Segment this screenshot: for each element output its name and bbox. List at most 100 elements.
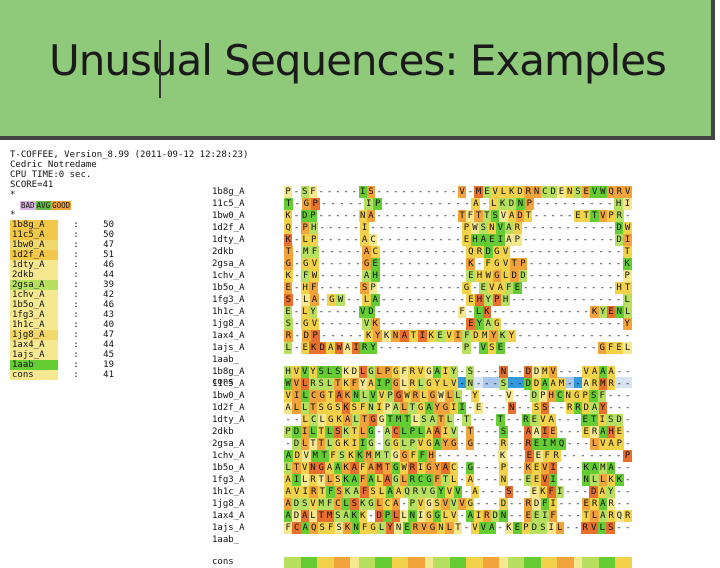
residue: - [581, 271, 587, 281]
score-separator: : [73, 240, 79, 250]
residue: - [500, 403, 507, 413]
residue: L [399, 378, 409, 390]
residue: D [292, 450, 302, 462]
residue: D [532, 498, 541, 510]
residue: - [492, 379, 498, 389]
residue: E [524, 510, 533, 522]
residue: V [419, 486, 429, 498]
residue: L [375, 498, 384, 510]
residue: - [424, 295, 431, 305]
residue: K [426, 330, 436, 342]
residue: - [484, 499, 490, 509]
residue: L [300, 234, 310, 246]
residue: R [524, 498, 533, 510]
residue: - [558, 403, 565, 413]
residue: G [597, 342, 607, 354]
residue: - [575, 463, 581, 473]
residue: S [337, 450, 347, 462]
residue: C [333, 498, 342, 510]
residue: K [343, 522, 352, 534]
residue: P [462, 342, 471, 354]
residue: D [530, 390, 539, 402]
residue: S [317, 522, 327, 534]
consensus-cell [325, 557, 334, 568]
residue: T [474, 210, 483, 222]
residue: S [466, 366, 475, 378]
residue: Y [433, 402, 442, 414]
residue: F [542, 450, 552, 462]
residue: R [408, 474, 417, 486]
residue: L [597, 522, 607, 534]
residue: - [389, 259, 396, 269]
residue: T [466, 426, 475, 438]
consensus-cell [482, 557, 492, 568]
alignment-row: 1fg3_A S - L A - G W - - L A - - - - - - - - - - E H Y P H - - - - - - - -… [212, 294, 632, 306]
residue: - [509, 463, 515, 473]
residue: Y [385, 522, 395, 534]
residue: - [355, 247, 361, 257]
score-separator: : [73, 350, 79, 360]
residue: K [309, 342, 318, 354]
residue: G [572, 390, 581, 402]
residue: - [417, 307, 424, 317]
residue: L [416, 378, 425, 390]
residue: - [459, 463, 465, 473]
residue: V [538, 414, 548, 426]
consensus-cell [333, 557, 342, 568]
residue: V [540, 462, 549, 474]
consensus-cell [300, 557, 309, 568]
residue: - [489, 487, 495, 497]
residue: - [376, 427, 382, 437]
residue: - [426, 187, 432, 197]
consensus-cell [375, 557, 384, 568]
residue: - [424, 247, 431, 257]
residue: - [467, 403, 474, 413]
residue: F [284, 522, 293, 534]
residue: L [375, 474, 384, 486]
residue: - [370, 223, 376, 233]
residue: - [509, 367, 515, 377]
residue: V [308, 498, 318, 510]
residue: G [366, 498, 376, 510]
residue: S [589, 390, 598, 402]
residue: F [504, 282, 514, 294]
residue: - [528, 247, 535, 257]
residue: - [517, 499, 523, 509]
residue: Y [470, 390, 480, 402]
residue: - [475, 499, 482, 509]
sequence-name: 1ajs_A [212, 523, 245, 533]
residue: - [421, 223, 427, 233]
residue: - [589, 247, 596, 257]
residue: L [445, 390, 454, 402]
sequence-residues [284, 534, 632, 546]
residue: - [381, 319, 387, 329]
residue: K [590, 306, 599, 318]
residue: P [284, 426, 293, 438]
residue: K [358, 498, 367, 510]
residue: - [294, 331, 301, 341]
residue: I [375, 378, 384, 390]
residue: - [353, 235, 359, 245]
residue: F [408, 450, 418, 462]
residue: - [598, 259, 604, 269]
residue: - [285, 439, 291, 449]
residue: - [346, 271, 352, 281]
residue: - [511, 295, 517, 305]
residue: R [615, 210, 624, 222]
tcoffee-score-panel: T-COFFEE, Version_8.99 (2011-09-12 12:28… [10, 150, 248, 380]
residue: A [487, 522, 497, 534]
sequence-name: 11c5_A [212, 199, 245, 209]
score-separator: : [73, 360, 79, 370]
residue: G [428, 522, 437, 534]
residue: L [300, 402, 309, 414]
residue: L [623, 342, 632, 354]
residue: A [598, 510, 607, 522]
residue: A [362, 246, 371, 258]
residue: T [582, 210, 591, 222]
residue: - [582, 487, 588, 497]
residue: N [563, 390, 573, 402]
residue: - [599, 235, 605, 245]
score-sequence-name: 1b5o_A [10, 300, 58, 310]
residue: - [381, 247, 387, 257]
residue: - [327, 283, 334, 293]
